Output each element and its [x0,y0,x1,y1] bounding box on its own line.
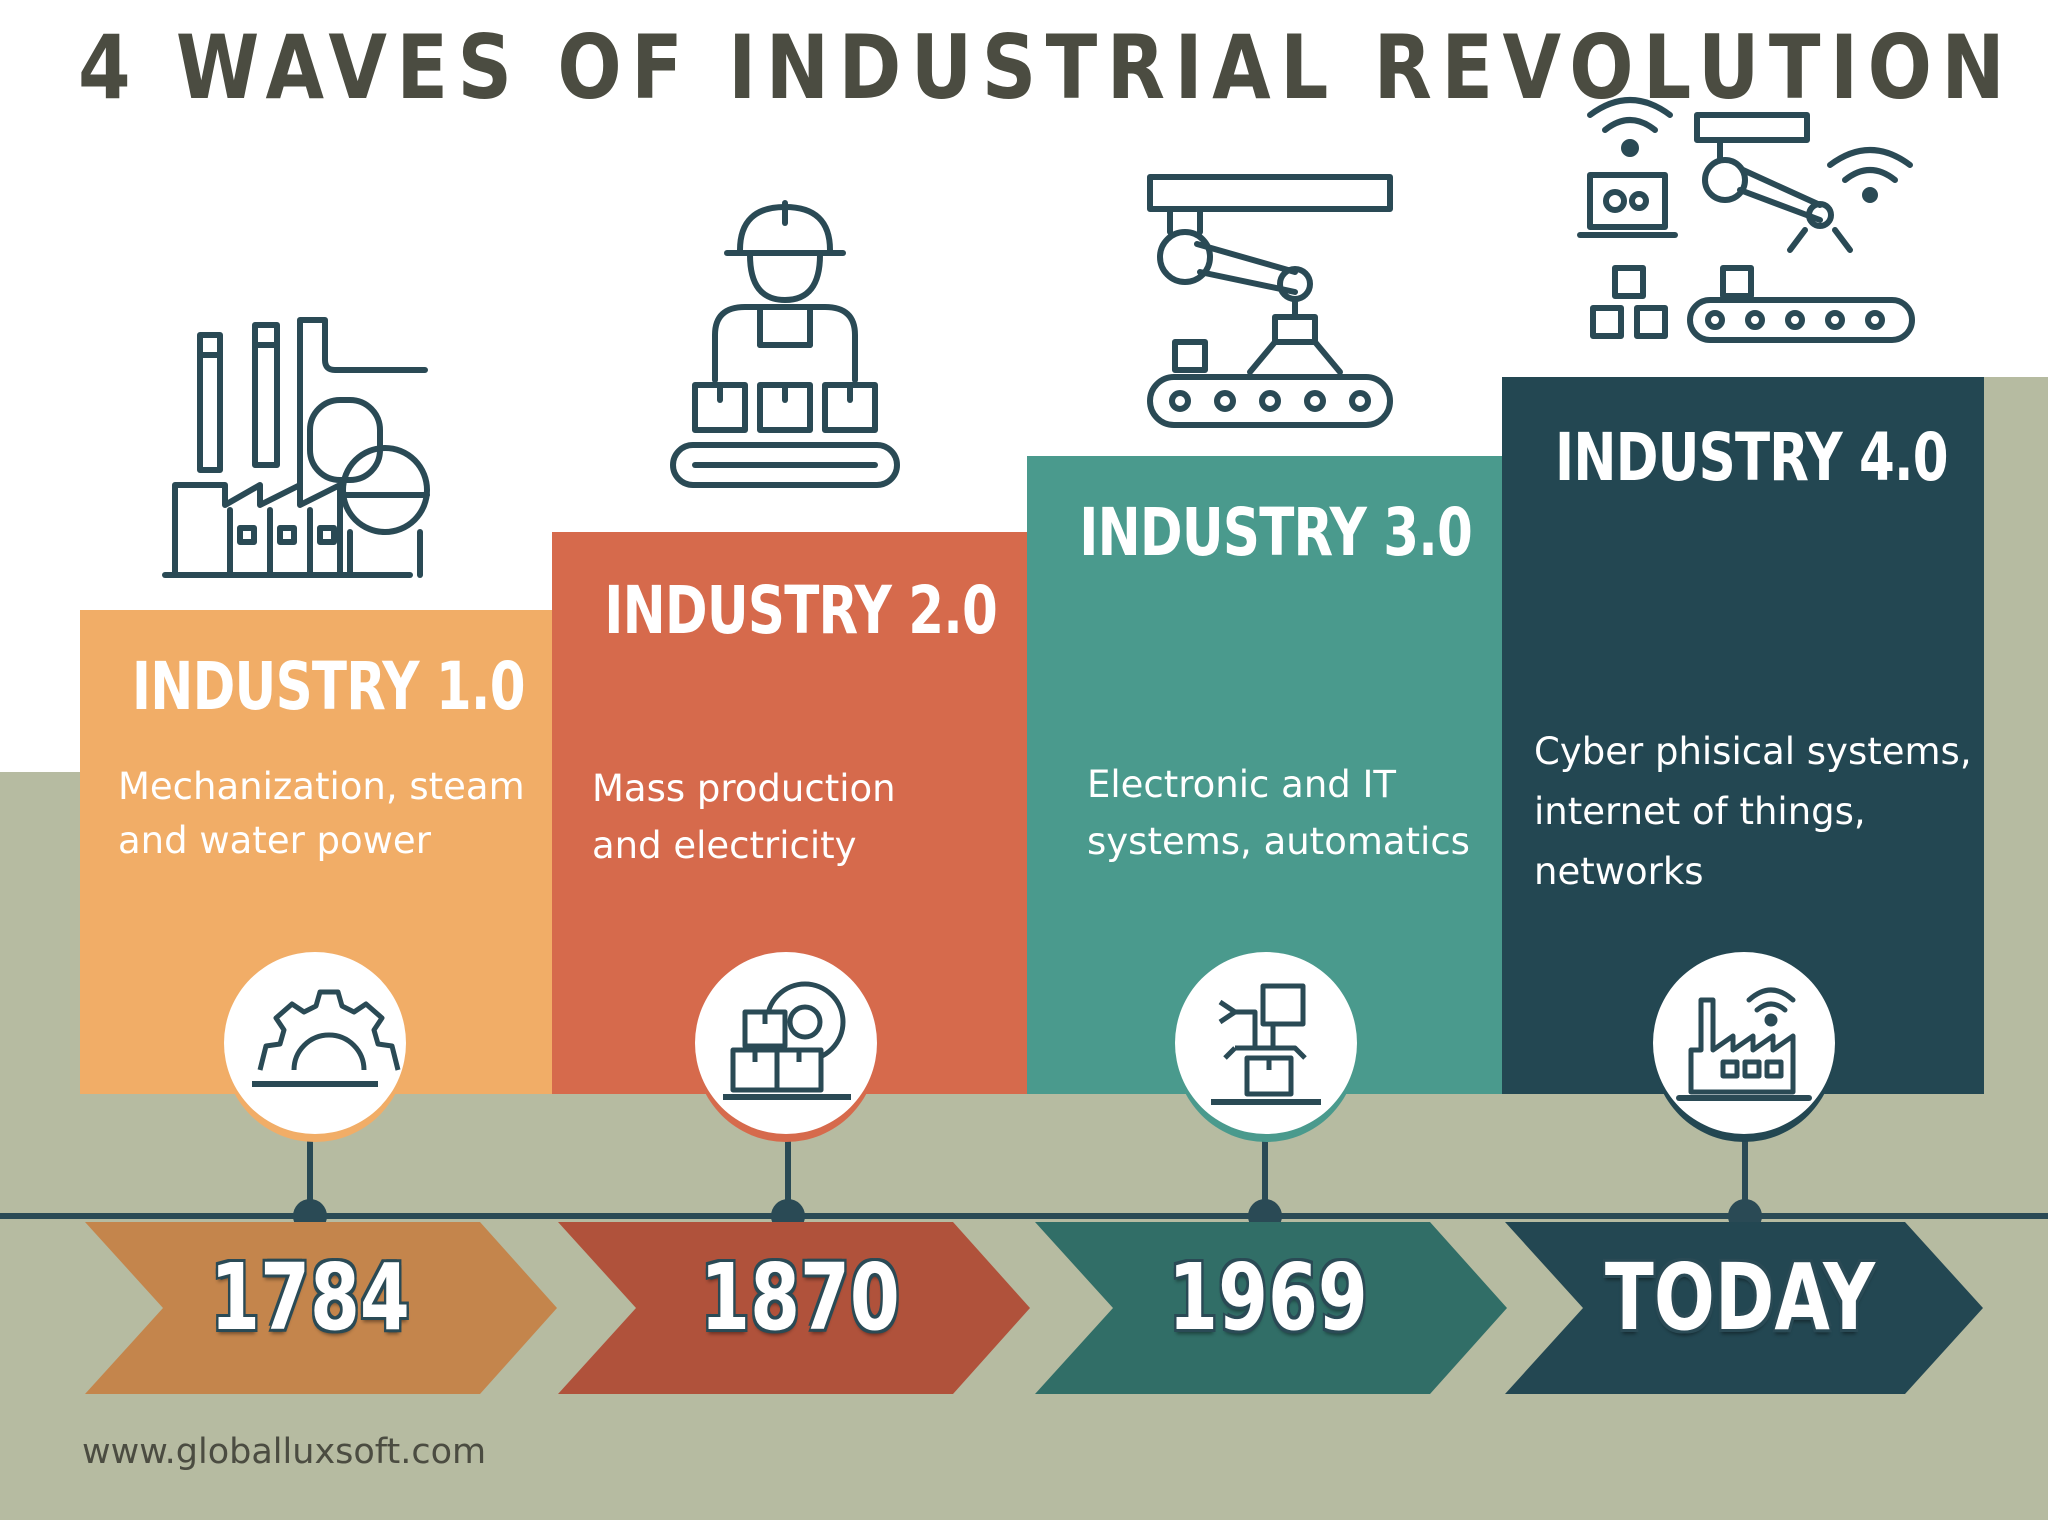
background-band-right [1984,377,2048,777]
worker-conveyor-icon [670,200,900,488]
industry-4-year-arrow [1505,1222,1983,1394]
smart-factory-icon [1577,97,1915,343]
industry-4-year: TODAY [1604,1244,1876,1351]
gear-icon [252,989,401,1087]
industry-4-connector [1742,1140,1748,1215]
boxes-gear-icon [723,981,851,1100]
industry-3-description: Electronic and IT systems, automatics [1087,763,1470,863]
factory-icon [162,317,430,578]
industry-2-description: Mass production and electricity [592,767,896,867]
page-title: 4 WAVES OF INDUSTRIAL REVOLUTION [78,16,2015,119]
industry-3-connector [1262,1140,1268,1215]
industry-3-year-arrow [1035,1222,1507,1394]
timeline-line [0,1213,2048,1219]
industry-3-badge [1175,952,1357,1134]
industry-2-connector [785,1140,791,1215]
industry-3-heading: INDUSTRY 3.0 [1079,494,1473,571]
industry-1-year: 1784 [210,1244,410,1351]
industry-1-heading: INDUSTRY 1.0 [131,648,526,725]
industry-3-year: 1969 [1168,1244,1368,1351]
industry-2-panel: INDUSTRY 2.0 Mass production and electri… [552,532,1027,1094]
robotic-arm-conveyor-icon [1147,174,1393,428]
footer-url: www.globalluxsoft.com [82,1432,487,1472]
industry-4-heading: INDUSTRY 4.0 [1555,419,1949,496]
industry-1-badge [224,952,406,1134]
robot-gripper-icon [1211,983,1321,1105]
industry-4-badge [1653,952,1835,1134]
industry-2-year-arrow [558,1222,1030,1394]
industry-4-description: Cyber phisical systems, internet of thin… [1534,730,1972,893]
industry-1-connector [307,1140,313,1215]
wireless-factory-icon [1676,987,1812,1101]
industry-3-panel: INDUSTRY 3.0 Electronic and IT systems, … [1027,456,1502,1094]
industry-2-year: 1870 [700,1244,900,1351]
industry-1-description: Mechanization, steam and water power [118,765,525,862]
industry-1-year-arrow [85,1222,557,1394]
industry-2-badge [695,952,877,1134]
industry-2-heading: INDUSTRY 2.0 [604,572,998,649]
